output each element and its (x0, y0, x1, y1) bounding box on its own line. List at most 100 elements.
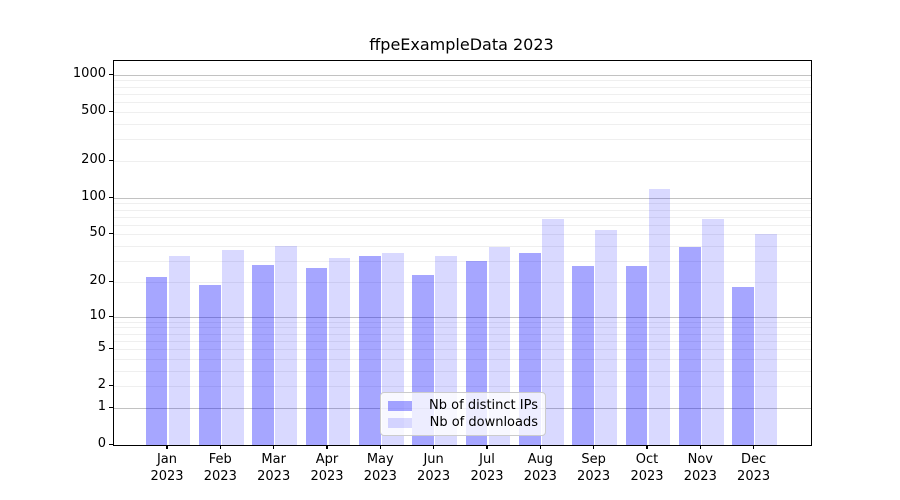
x-tick-mark (646, 445, 648, 449)
y-tick-label: 1 (97, 398, 106, 414)
gridline-minor (114, 261, 811, 262)
x-tick-label-feb: Feb 2023 (203, 452, 237, 484)
x-tick-mark (433, 445, 435, 449)
gridline-major (114, 316, 811, 318)
y-tick-mark (109, 315, 113, 317)
bar-distinct-ips-jan (145, 277, 168, 445)
bar-downloads-apr (328, 257, 351, 445)
x-tick-label-dec: Dec 2023 (737, 452, 771, 484)
x-tick-label-mar: Mar 2023 (257, 452, 291, 484)
gridline-minor (114, 224, 811, 226)
y-tick-mark (109, 348, 113, 350)
x-tick-label-aug: Aug 2023 (523, 452, 557, 484)
bar-downloads-dec (755, 234, 777, 445)
gridline-minor (114, 86, 811, 88)
x-tick-mark (539, 445, 541, 449)
y-tick-mark (109, 444, 113, 446)
y-tick-label: 100 (81, 188, 106, 204)
gridline-minor (114, 358, 811, 360)
y-tick-mark (109, 110, 113, 113)
x-tick-label-jun: Jun 2023 (417, 452, 451, 484)
x-tick-label-sep: Sep 2023 (577, 452, 611, 484)
x-tick-mark (753, 445, 755, 449)
bar-downloads-jan (168, 256, 191, 445)
bar-distinct-ips-feb (199, 284, 221, 445)
gridline-major (114, 197, 811, 199)
bar-distinct-ips-apr (305, 268, 328, 445)
legend-item-downloads: Nb of downloads (388, 415, 538, 430)
bar-distinct-ips-dec (732, 287, 754, 445)
y-tick-mark (109, 73, 113, 75)
gridline-major (114, 74, 811, 76)
gridline-minor (114, 80, 811, 82)
gridline-minor (114, 216, 811, 218)
x-tick-mark (379, 445, 381, 449)
y-tick-label: 1000 (72, 65, 106, 81)
legend-swatch-distinct-ips (388, 400, 412, 411)
bar-distinct-ips-oct (625, 266, 648, 445)
gridline-minor (114, 93, 811, 95)
x-tick-mark (593, 445, 595, 449)
gridline-minor (114, 321, 811, 323)
chart-title: ffpeExampleData 2023 (369, 35, 554, 54)
x-tick-mark (166, 445, 168, 449)
y-tick-label: 10 (89, 307, 106, 323)
x-tick-label-apr: Apr 2023 (310, 452, 344, 484)
y-tick-label: 0 (97, 436, 106, 451)
x-tick-label-nov: Nov 2023 (683, 452, 717, 484)
x-tick-label-oct: Oct 2023 (630, 452, 664, 484)
legend: Nb of distinct IPs Nb of downloads (380, 392, 546, 436)
gridline-minor (114, 203, 811, 205)
y-tick-label: 50 (89, 225, 106, 241)
x-tick-mark (326, 445, 328, 449)
gridline-minor (114, 340, 811, 342)
legend-label-downloads: Nb of downloads (429, 415, 538, 430)
y-tick-label: 5 (97, 340, 106, 355)
bar-distinct-ips-nov (679, 247, 701, 445)
y-tick-mark (109, 233, 113, 235)
y-tick-mark (109, 406, 113, 409)
gridline-minor (114, 111, 811, 113)
gridline-minor (114, 234, 811, 236)
bar-downloads-aug (542, 218, 564, 445)
y-tick-mark (109, 159, 113, 161)
gridline-minor (114, 102, 811, 104)
bar-downloads-oct (648, 189, 671, 445)
legend-label-distinct-ips: Nb of distinct IPs (429, 398, 538, 413)
x-tick-mark (219, 445, 221, 449)
y-tick-mark (109, 280, 113, 283)
y-tick-mark (109, 385, 113, 387)
gridline-minor (114, 281, 811, 283)
bar-distinct-ips-mar (252, 264, 274, 445)
gridline-minor (114, 349, 811, 350)
bar-downloads-nov (702, 218, 724, 445)
gridline-minor (114, 333, 811, 335)
x-tick-label-jul: Jul 2023 (470, 452, 504, 484)
legend-item-distinct-ips: Nb of distinct IPs (388, 398, 538, 413)
x-tick-mark (486, 445, 488, 449)
y-tick-label: 2 (97, 377, 106, 393)
x-tick-label-jan: Jan 2023 (150, 452, 184, 484)
gridline-minor (114, 370, 811, 372)
x-tick-mark (273, 445, 275, 449)
y-tick-label: 200 (81, 151, 106, 167)
x-tick-label-may: May 2023 (363, 452, 397, 484)
bar-downloads-sep (595, 230, 617, 445)
gridline-minor (114, 246, 811, 247)
gridline-minor (114, 386, 811, 388)
y-tick-mark (109, 196, 113, 198)
y-tick-label: 20 (89, 272, 106, 288)
plot-area (113, 60, 812, 446)
x-tick-mark (699, 445, 701, 449)
legend-swatch-downloads (388, 417, 412, 428)
gridline-minor (114, 209, 811, 211)
bar-downloads-mar (275, 246, 297, 445)
bar-distinct-ips-may (359, 256, 381, 445)
bar-distinct-ips-sep (572, 266, 594, 445)
bar-downloads-feb (222, 250, 244, 445)
gridline-minor (114, 160, 811, 162)
gridline-minor (114, 327, 811, 329)
y-tick-label: 500 (81, 102, 106, 118)
gridline-minor (114, 123, 811, 125)
